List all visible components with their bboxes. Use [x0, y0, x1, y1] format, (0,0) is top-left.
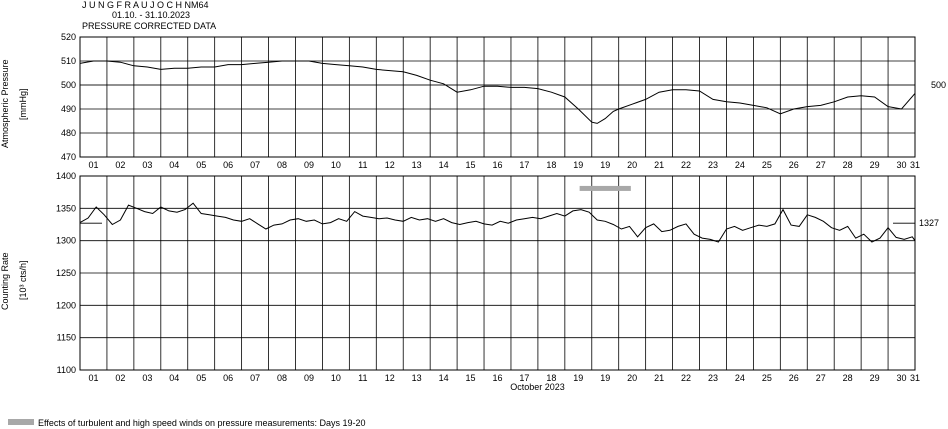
pressure-xtick-label: 03	[142, 160, 152, 170]
pressure-ytick-label: 520	[61, 32, 76, 42]
pressure-xtick-label: 19	[573, 160, 583, 170]
station-title: J U N G F R A U J O C H NM64	[82, 0, 209, 10]
pressure-xtick-label: 25	[762, 160, 772, 170]
counting-xtick-label: 08	[277, 373, 287, 383]
pressure-xtick-label: 22	[681, 160, 691, 170]
chart-subtitle: PRESSURE CORRECTED DATA	[82, 21, 217, 31]
counting-reference-label: 1327	[919, 218, 939, 228]
pressure-xtick-label: 05	[196, 160, 206, 170]
pressure-xtick-label: 07	[250, 160, 260, 170]
counting-ytick-label: 1150	[57, 333, 76, 343]
counting-ytick-label: 1250	[56, 268, 76, 278]
pressure-xtick-label: 06	[223, 160, 233, 170]
pressure-xtick-label: 02	[115, 160, 125, 170]
counting-ytick-label: 1350	[56, 203, 76, 213]
counting-xlabel: October 2023	[510, 382, 565, 392]
pressure-xtick-label: 19	[600, 160, 610, 170]
pressure-reference-label: 500	[931, 80, 946, 90]
pressure-xtick-label: 29	[870, 160, 880, 170]
pressure-ytick-label: 470	[61, 152, 76, 162]
counting-xtick-label: 02	[115, 373, 125, 383]
counting-xtick-label: 05	[196, 373, 206, 383]
counting-ytick-label: 1200	[56, 300, 76, 310]
counting-xtick-label: 03	[142, 373, 152, 383]
pressure-ytick-label: 510	[61, 56, 76, 66]
date-range: 01.10. - 31.10.2023	[112, 10, 191, 20]
counting-xtick-label: 21	[654, 373, 664, 383]
pressure-xtick-label: 30	[897, 160, 907, 170]
counting-highlight-bar	[579, 185, 631, 191]
counting-xtick-label: 04	[169, 373, 179, 383]
pressure-xtick-label: 28	[843, 160, 853, 170]
counting-xtick-label: 11	[358, 373, 367, 383]
pressure-xtick-label: 10	[331, 160, 341, 170]
pressure-series-line	[79, 60, 916, 124]
counting-xtick-label: 07	[250, 373, 260, 383]
legend-swatch	[8, 419, 34, 425]
counting-ytick-label: 1400	[56, 171, 76, 181]
counting-xtick-label: 15	[466, 373, 476, 383]
pressure-xtick-label: 11	[358, 160, 367, 170]
counting-ytick-label: 1100	[57, 365, 76, 375]
counting-xtick-label: 27	[816, 373, 826, 383]
pressure-xtick-label: 31	[910, 160, 920, 170]
counting-xtick-label: 16	[492, 373, 502, 383]
counting-xtick-label: 31	[910, 373, 920, 383]
counting-xtick-label: 14	[439, 373, 449, 383]
counting-xtick-label: 01	[88, 373, 98, 383]
counting-xtick-label: 30	[897, 373, 907, 383]
pressure-xtick-label: 04	[169, 160, 179, 170]
counting-xtick-label: 18	[546, 373, 556, 383]
counting-series-line	[79, 202, 916, 243]
footnote: Effects of turbulent and high speed wind…	[38, 418, 366, 428]
pressure-xtick-label: 24	[735, 160, 745, 170]
pressure-xtick-label: 13	[412, 160, 422, 170]
counting-xtick-label: 23	[708, 373, 718, 383]
pressure-xtick-label: 26	[789, 160, 799, 170]
pressure-xtick-label: 01	[88, 160, 98, 170]
pressure-xtick-label: 15	[466, 160, 476, 170]
counting-xtick-label: 06	[223, 373, 233, 383]
pressure-xtick-label: 16	[492, 160, 502, 170]
counting-xtick-label: 19	[573, 373, 583, 383]
pressure-xtick-label: 12	[385, 160, 395, 170]
counting-xtick-label: 28	[843, 373, 853, 383]
counting-xtick-label: 09	[304, 373, 314, 383]
counting-xtick-label: 17	[519, 373, 529, 383]
counting-xtick-label: 26	[789, 373, 799, 383]
counting-xtick-label: 22	[681, 373, 691, 383]
pressure-xtick-label: 14	[439, 160, 449, 170]
counting-xtick-label: 19	[600, 373, 610, 383]
counting-xtick-label: 13	[412, 373, 422, 383]
counting-ytick-label: 1300	[56, 236, 76, 246]
pressure-xtick-label: 18	[546, 160, 556, 170]
counting-xtick-label: 24	[735, 373, 745, 383]
counting-xtick-label: 10	[331, 373, 341, 383]
pressure-frame	[79, 36, 916, 158]
counting-xtick-label: 12	[385, 373, 395, 383]
pressure-ytick-label: 490	[61, 104, 76, 114]
pressure-ytick-label: 500	[61, 80, 76, 90]
counting-xtick-label: 25	[762, 373, 772, 383]
pressure-xtick-label: 20	[627, 160, 637, 170]
pressure-xtick-label: 27	[816, 160, 826, 170]
pressure-xtick-label: 17	[519, 160, 529, 170]
pressure-xtick-label: 23	[708, 160, 718, 170]
pressure-ytick-label: 480	[61, 128, 76, 138]
pressure-xtick-label: 21	[654, 160, 664, 170]
pressure-xtick-label: 08	[277, 160, 287, 170]
counting-xtick-label: 20	[627, 373, 637, 383]
counting-xtick-label: 29	[870, 373, 880, 383]
pressure-xtick-label: 09	[304, 160, 314, 170]
